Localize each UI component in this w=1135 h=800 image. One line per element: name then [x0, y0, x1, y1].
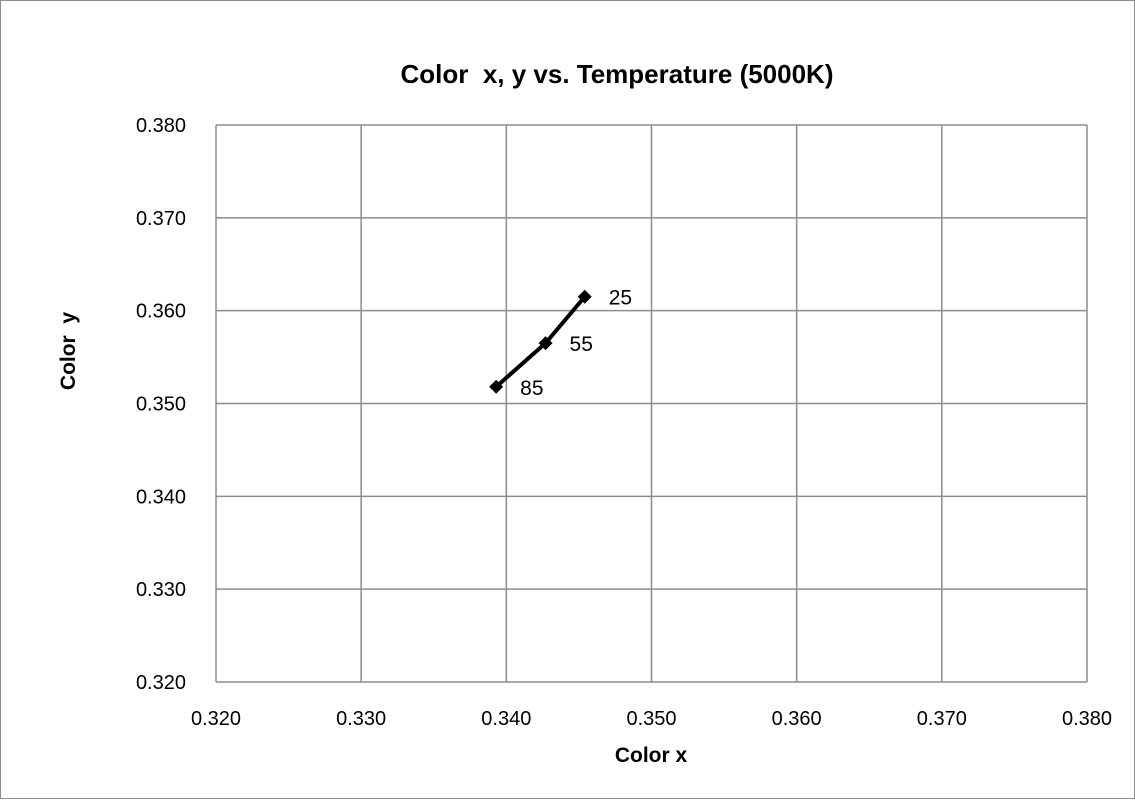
data-series: [489, 289, 592, 394]
y-tick-label: 0.360: [136, 301, 186, 323]
y-tick-label: 0.340: [136, 486, 186, 508]
x-tick-label: 0.380: [1062, 708, 1112, 730]
data-labels: 25 55 85: [520, 287, 632, 400]
x-tick-label: 0.340: [481, 708, 531, 730]
x-tick-label: 0.350: [626, 708, 676, 730]
x-tick-label: 0.320: [191, 708, 241, 730]
tick-labels: 0.320 0.330 0.340 0.350 0.360 0.370 0.380 0.320…: [136, 115, 1112, 730]
x-axis-title: Color x: [615, 744, 688, 767]
x-tick-label: 0.360: [772, 708, 822, 730]
data-point-label: 55: [570, 333, 593, 356]
y-tick-label: 0.320: [136, 672, 186, 694]
y-axis-title: Color y: [57, 312, 80, 390]
x-tick-label: 0.330: [336, 708, 386, 730]
data-point-label: 25: [609, 287, 632, 310]
y-tick-label: 0.350: [136, 394, 186, 416]
chart-title: Color x, y vs. Temperature (5000K): [400, 59, 833, 89]
gridlines: [215, 124, 1088, 683]
y-tick-label: 0.330: [136, 579, 186, 601]
y-tick-label: 0.370: [136, 208, 186, 230]
y-tick-label: 0.380: [136, 115, 186, 137]
data-point-marker: [489, 379, 504, 394]
x-tick-label: 0.370: [917, 708, 967, 730]
data-point-marker: [577, 289, 592, 304]
data-point-marker: [538, 336, 553, 351]
data-point-label: 85: [520, 377, 543, 400]
